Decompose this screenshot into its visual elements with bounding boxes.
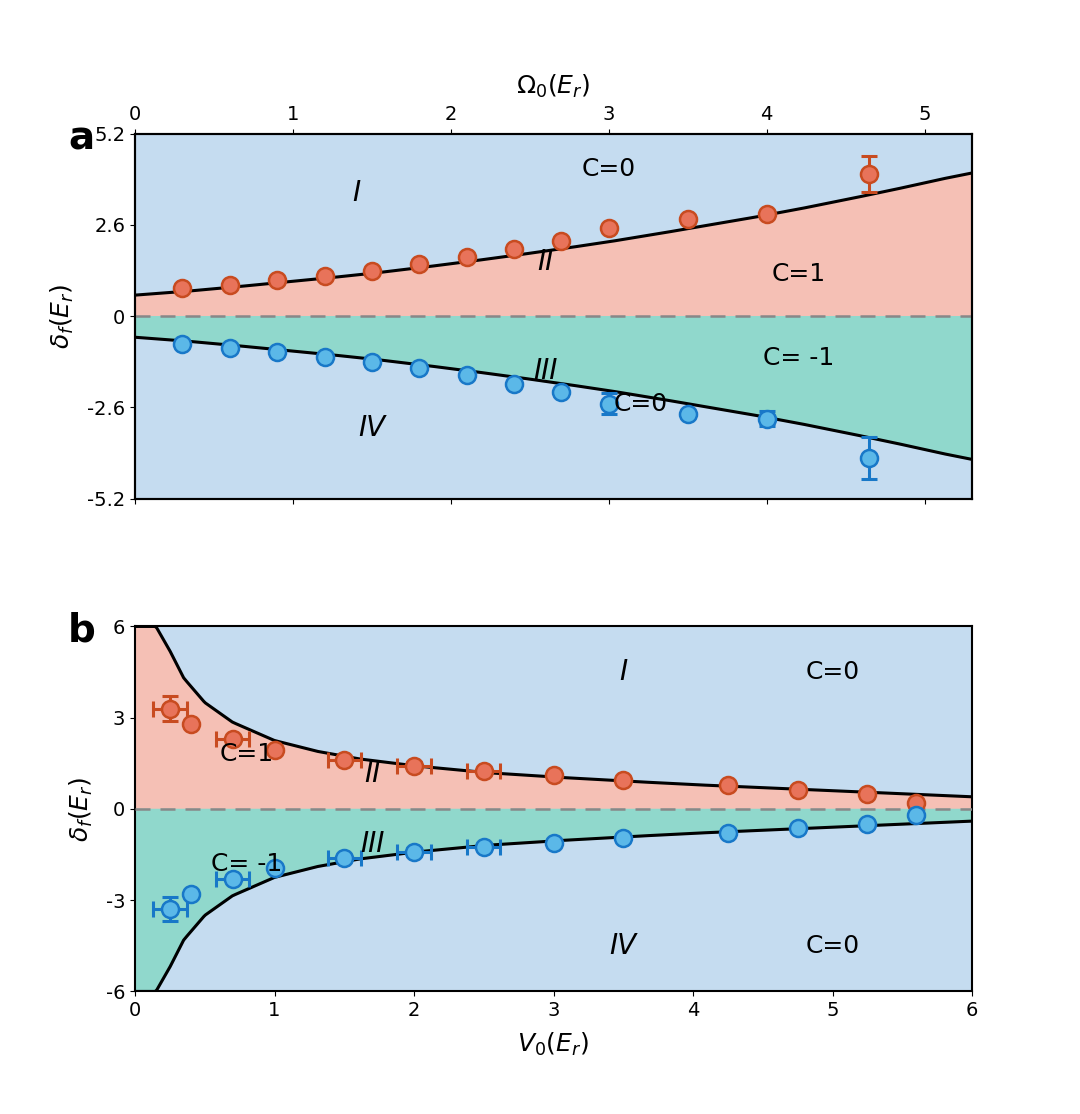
Point: [615, 829, 632, 847]
Point: [907, 807, 924, 824]
Point: [405, 756, 422, 774]
Point: [269, 343, 286, 361]
Point: [545, 834, 563, 852]
Text: C=0: C=0: [582, 157, 636, 180]
Point: [475, 762, 492, 780]
Point: [789, 781, 807, 799]
Y-axis label: $\delta_f(E_r)$: $\delta_f(E_r)$: [49, 284, 76, 349]
Point: [266, 741, 283, 759]
Point: [475, 838, 492, 856]
Point: [505, 374, 523, 392]
X-axis label: $V_0(E_r)$: $V_0(E_r)$: [517, 1032, 590, 1058]
Point: [861, 165, 878, 183]
Point: [679, 404, 697, 422]
Point: [336, 751, 353, 769]
Point: [221, 339, 239, 356]
Point: [336, 849, 353, 867]
Point: [174, 280, 191, 297]
X-axis label: $\Omega_0(E_r)$: $\Omega_0(E_r)$: [516, 72, 591, 100]
Text: C=1: C=1: [219, 742, 273, 766]
Point: [859, 814, 876, 832]
Text: C=0: C=0: [806, 661, 860, 684]
Point: [859, 785, 876, 803]
Text: C=0: C=0: [613, 392, 667, 416]
Text: III: III: [360, 830, 384, 858]
Text: C= -1: C= -1: [211, 852, 282, 876]
Text: III: III: [534, 356, 557, 384]
Point: [174, 335, 191, 353]
Text: I: I: [619, 658, 627, 686]
Point: [363, 262, 380, 280]
Point: [183, 886, 200, 903]
Point: [553, 383, 570, 401]
Point: [789, 819, 807, 837]
Text: C=1: C=1: [771, 262, 825, 286]
Point: [600, 219, 618, 237]
Point: [315, 348, 333, 365]
Point: [458, 367, 475, 384]
Point: [545, 766, 563, 784]
Text: II: II: [538, 247, 554, 276]
Point: [315, 267, 333, 285]
Y-axis label: $\delta_f(E_r)$: $\delta_f(E_r)$: [67, 776, 95, 841]
Point: [758, 205, 775, 223]
Text: IV: IV: [359, 414, 386, 442]
Point: [505, 240, 523, 257]
Text: C=0: C=0: [806, 934, 860, 958]
Point: [363, 353, 380, 371]
Point: [405, 843, 422, 861]
Point: [410, 359, 428, 377]
Point: [458, 248, 475, 266]
Point: [679, 209, 697, 227]
Text: C= -1: C= -1: [762, 346, 834, 370]
Point: [183, 715, 200, 733]
Point: [410, 255, 428, 273]
Point: [758, 410, 775, 428]
Point: [224, 730, 241, 747]
Text: II: II: [364, 760, 380, 788]
Point: [719, 823, 737, 841]
Point: [161, 700, 178, 717]
Text: I: I: [352, 179, 360, 207]
Point: [553, 232, 570, 250]
Point: [266, 859, 283, 877]
Text: a: a: [68, 119, 94, 157]
Point: [161, 900, 178, 918]
Point: [600, 395, 618, 413]
Text: b: b: [68, 612, 96, 649]
Point: [907, 794, 924, 812]
Point: [719, 776, 737, 794]
Text: IV: IV: [610, 931, 637, 960]
Point: [269, 272, 286, 290]
Point: [861, 449, 878, 467]
Point: [224, 870, 241, 888]
Point: [615, 771, 632, 789]
Point: [221, 275, 239, 293]
